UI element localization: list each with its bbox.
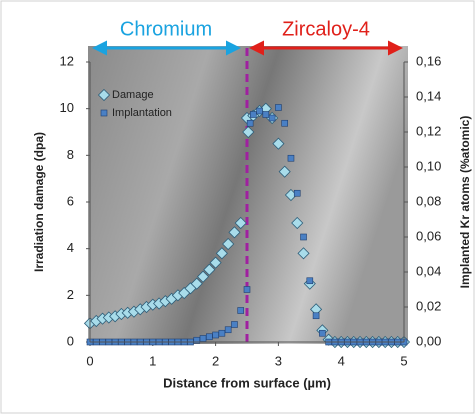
y-tick-label: 10 [60, 100, 74, 115]
x-tick-label: 0 [86, 353, 93, 368]
legend-label: Implantation [112, 107, 172, 119]
square-point [224, 326, 232, 334]
square-point [218, 329, 226, 337]
square-point [293, 189, 301, 197]
diamond-point [291, 216, 304, 230]
y-tick-label: 6 [67, 193, 74, 208]
y-tick-label: 4 [67, 240, 74, 255]
x-axis-title: Distance from surface (µm) [163, 375, 331, 390]
y2-tick-label: 0,04 [416, 263, 441, 278]
y2-axis-title: Implanted Kr atoms (%atomic) [458, 116, 472, 289]
y2-tick-label: 0,14 [416, 88, 441, 103]
square-point [256, 107, 263, 115]
y2-tick-label: 0,02 [416, 298, 441, 313]
x-tick-label: 5 [400, 353, 407, 368]
square-point [231, 321, 238, 328]
diamond-point [234, 216, 247, 230]
legend-label: Damage [112, 89, 154, 101]
square-point [268, 114, 276, 122]
square-point [206, 333, 213, 341]
y2-tick-label: 0,08 [416, 193, 441, 208]
y2-tick-label: 0,10 [416, 158, 441, 173]
square-point [306, 277, 314, 285]
legend-marker [100, 109, 108, 117]
x-tick-label: 4 [338, 353, 345, 368]
square-point [287, 154, 295, 162]
y-tick-label: 2 [67, 287, 74, 302]
diamond-point [242, 125, 255, 139]
annotation: Chromium [120, 18, 212, 40]
square-point [281, 119, 288, 127]
y2-tick-label: 0,12 [416, 123, 441, 138]
diamond-point [297, 247, 310, 260]
diamond-point [228, 226, 241, 239]
y-tick-label: 12 [60, 53, 74, 68]
y2-tick-label: 0,00 [416, 333, 441, 348]
diamond-point [190, 277, 203, 290]
square-point [246, 119, 254, 127]
diamond-point [203, 263, 216, 276]
annotation: Zircaloy-4 [282, 18, 370, 40]
square-point [199, 335, 207, 342]
square-point [237, 307, 245, 314]
square-point [249, 111, 257, 118]
square-point [300, 233, 307, 241]
y-tick-label: 0 [67, 333, 74, 348]
square-point [243, 286, 251, 293]
x-tick-label: 2 [212, 353, 219, 368]
x-tick-label: 1 [149, 353, 156, 368]
square-point [212, 331, 219, 339]
diamond-point [209, 256, 222, 269]
diamond-point [222, 237, 235, 251]
diamond-point [215, 247, 228, 260]
x-tick-label: 3 [275, 353, 282, 368]
y2-tick-label: 0,06 [416, 228, 441, 243]
square-point [319, 329, 326, 337]
diamond-point [272, 137, 285, 150]
square-point [262, 111, 270, 118]
y-tick-label: 8 [67, 147, 74, 162]
y-axis-title: Irradiation damage (dpa) [32, 132, 46, 272]
legend-marker [97, 88, 111, 102]
diamond-point [278, 165, 291, 178]
y2-tick-label: 0,16 [416, 53, 441, 68]
square-point [312, 312, 320, 320]
square-point [275, 104, 282, 111]
diamond-point [196, 270, 210, 283]
